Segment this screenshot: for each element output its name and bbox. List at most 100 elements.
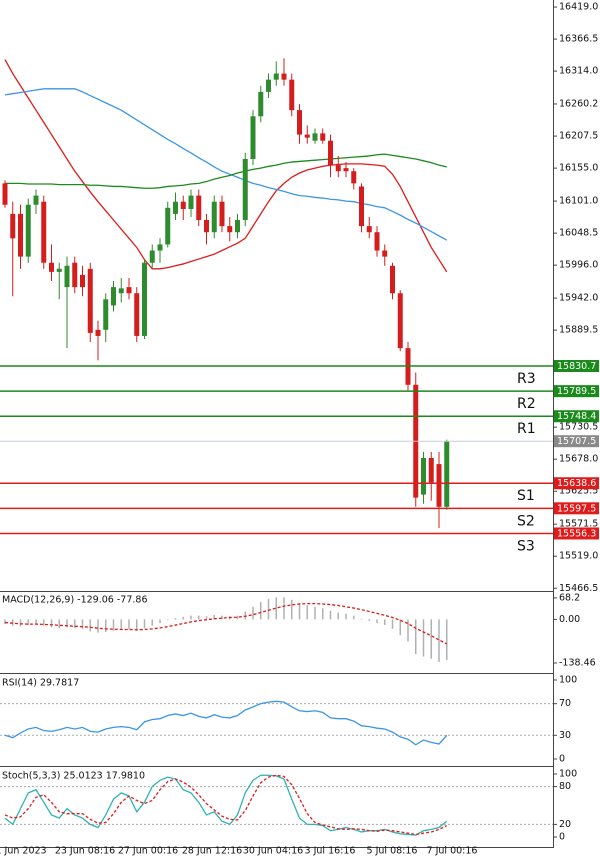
x-tick-label: 21 Jun 2023 — [0, 846, 47, 857]
candle-body — [126, 287, 132, 294]
level-price-box — [554, 360, 599, 373]
level-label: S3 — [517, 538, 535, 554]
level-price: 15638.6 — [557, 478, 596, 489]
candle-body — [444, 441, 450, 507]
candle-body — [250, 116, 256, 159]
level-price-box — [554, 502, 599, 515]
level-price: 15597.5 — [557, 503, 596, 514]
level-label: R3 — [517, 371, 536, 387]
y-tick-label: 15942.0 — [559, 293, 598, 304]
candle-body — [87, 268, 93, 333]
y-tick-label: 15571.5 — [559, 519, 598, 530]
candle-body — [297, 110, 302, 135]
y-tick-label: 100 — [559, 674, 577, 685]
y-tick-label: 15625.5 — [559, 486, 598, 497]
candle-body — [157, 244, 163, 251]
candle-body — [188, 195, 194, 210]
candle-body — [436, 464, 442, 507]
candle-body — [80, 274, 85, 288]
candle-body — [227, 226, 233, 233]
candle-body — [173, 201, 178, 214]
indicator-title: MACD(12,26,9) -129.06 -77.86 — [2, 595, 147, 606]
indicator-title: Stoch(5,3,3) 25.0123 17.9810 — [2, 771, 145, 782]
level-price: 15830.7 — [557, 361, 596, 372]
y-tick-label: 16260.2 — [559, 98, 598, 109]
level-price: 15556.3 — [557, 528, 596, 539]
y-tick-label: 16207.5 — [559, 131, 598, 142]
candle-body — [165, 207, 171, 245]
candle-body — [266, 79, 271, 92]
candle-body — [366, 226, 372, 233]
level-label: R2 — [517, 396, 536, 412]
y-tick-label: 15889.5 — [559, 325, 598, 336]
candle-body — [328, 140, 333, 166]
candle-body — [56, 268, 62, 272]
x-tick-label: 28 Jun 12:16 — [182, 846, 242, 857]
oscillator-line — [4, 774, 448, 836]
y-tick-label: 16366.5 — [559, 34, 598, 45]
x-tick-label: 7 Jul 00:16 — [427, 846, 478, 857]
level-label: S2 — [517, 513, 535, 529]
candle-body — [289, 79, 295, 111]
y-tick-label: -138.46 — [559, 658, 596, 669]
candle-body — [72, 262, 78, 288]
candle-body — [25, 204, 31, 257]
y-tick-label: 68.2 — [559, 592, 580, 603]
candle-body — [95, 329, 101, 336]
candle-body — [18, 213, 23, 257]
current-price-box — [554, 435, 599, 448]
level-price: 15789.5 — [557, 386, 596, 397]
candle-body — [258, 91, 264, 117]
moving-average — [4, 88, 448, 241]
candle-body — [273, 73, 279, 80]
candle-body — [180, 201, 186, 210]
candle-body — [134, 293, 140, 336]
y-tick-label: 16101.0 — [559, 196, 598, 207]
candle-body — [382, 250, 388, 257]
level-price-box — [554, 527, 599, 540]
level-price-box — [554, 477, 599, 490]
x-tick-label: 30 Jun 04:16 — [243, 846, 303, 857]
candle-body — [2, 183, 8, 205]
y-tick-label: 16314.0 — [559, 66, 598, 77]
y-tick-label: 0 — [559, 753, 565, 764]
candle-body — [219, 201, 225, 227]
y-tick-label: 0.00 — [559, 614, 580, 625]
y-tick-label: 16419.0 — [559, 2, 598, 13]
candle-body — [421, 457, 426, 495]
candle-body — [320, 133, 326, 141]
candle-body — [41, 201, 47, 263]
candle-body — [428, 457, 434, 483]
candle-body — [211, 201, 217, 233]
candle-body — [390, 265, 395, 294]
candle-body — [204, 220, 209, 233]
candle-body — [103, 299, 109, 330]
y-tick-label: 16048.5 — [559, 228, 598, 239]
candle-body — [142, 262, 147, 336]
candle-body — [196, 195, 202, 221]
candle-body — [359, 186, 364, 227]
y-tick-label: 16155.0 — [559, 163, 598, 174]
y-tick-label: 15678.0 — [559, 454, 598, 465]
indicator-title: RSI(14) 29.7817 — [2, 678, 79, 689]
y-tick-label: 15466.5 — [559, 583, 598, 594]
candle-body — [335, 165, 341, 172]
level-price-box — [554, 410, 599, 423]
moving-average — [5, 153, 447, 189]
candle-body — [10, 213, 16, 239]
y-tick-label: 15519.0 — [559, 551, 598, 562]
candle-body — [312, 133, 318, 141]
candle-body — [33, 195, 39, 205]
candle-body — [242, 158, 248, 221]
candle-body — [49, 262, 54, 272]
current-price: 15707.5 — [557, 436, 596, 447]
x-tick-label: 27 Jun 00:16 — [118, 846, 178, 857]
y-tick-label: 70 — [559, 698, 571, 709]
candle-body — [304, 134, 310, 138]
level-price: 15748.4 — [557, 411, 596, 422]
candle-body — [374, 232, 380, 251]
level-price-box — [554, 385, 599, 398]
moving-average — [4, 59, 448, 273]
candle-body — [111, 287, 116, 306]
